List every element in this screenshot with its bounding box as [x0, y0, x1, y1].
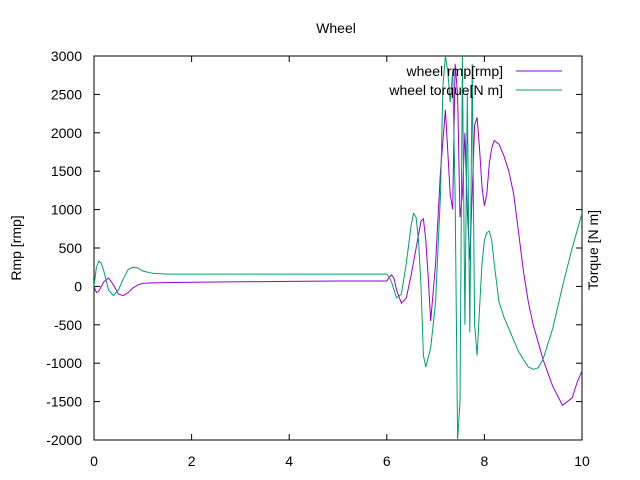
y-axis-label: Rmp [rmp]: [8, 215, 24, 280]
y-tick-label: 1000: [51, 202, 82, 218]
y-tick-label: -1000: [46, 355, 82, 371]
chart-title: Wheel: [316, 20, 356, 36]
y-tick-label: 2500: [51, 86, 82, 102]
y-tick-label: 3000: [51, 48, 82, 64]
y-tick-label: -1500: [46, 394, 82, 410]
x-tick-label: 10: [574, 453, 590, 469]
y-tick-label: 0: [74, 278, 82, 294]
x-tick-label: 0: [90, 453, 98, 469]
y-tick-label: -500: [54, 317, 82, 333]
x-tick-label: 6: [383, 453, 391, 469]
y-tick-label: 1500: [51, 163, 82, 179]
y-tick-label: -2000: [46, 432, 82, 448]
series-line-wheel-rmp: [94, 63, 582, 407]
plot-frame: [93, 55, 583, 441]
legend-label: wheel rmp[rmp]: [406, 63, 503, 79]
x-tick-label: 4: [285, 453, 293, 469]
legend-label: wheel torque[N m]: [388, 82, 503, 98]
y-tick-label: 2000: [51, 125, 82, 141]
x-axis-ticks: 0 2 4 6 8 10: [90, 56, 590, 469]
x-tick-label: 8: [481, 453, 489, 469]
y-tick-label: 500: [59, 240, 83, 256]
y-axis-ticks: 3000 2500 2000 1500 1000 500 0 -500 -1000 -1500 -2…: [46, 48, 582, 448]
legend: wheel rmp[rmp] wheel torque[N m]: [388, 63, 562, 98]
y2-axis-label: Torque [N m]: [585, 210, 601, 290]
x-tick-label: 2: [188, 453, 196, 469]
series-line-wheel-torque: [94, 56, 582, 440]
series-group: [94, 56, 582, 440]
